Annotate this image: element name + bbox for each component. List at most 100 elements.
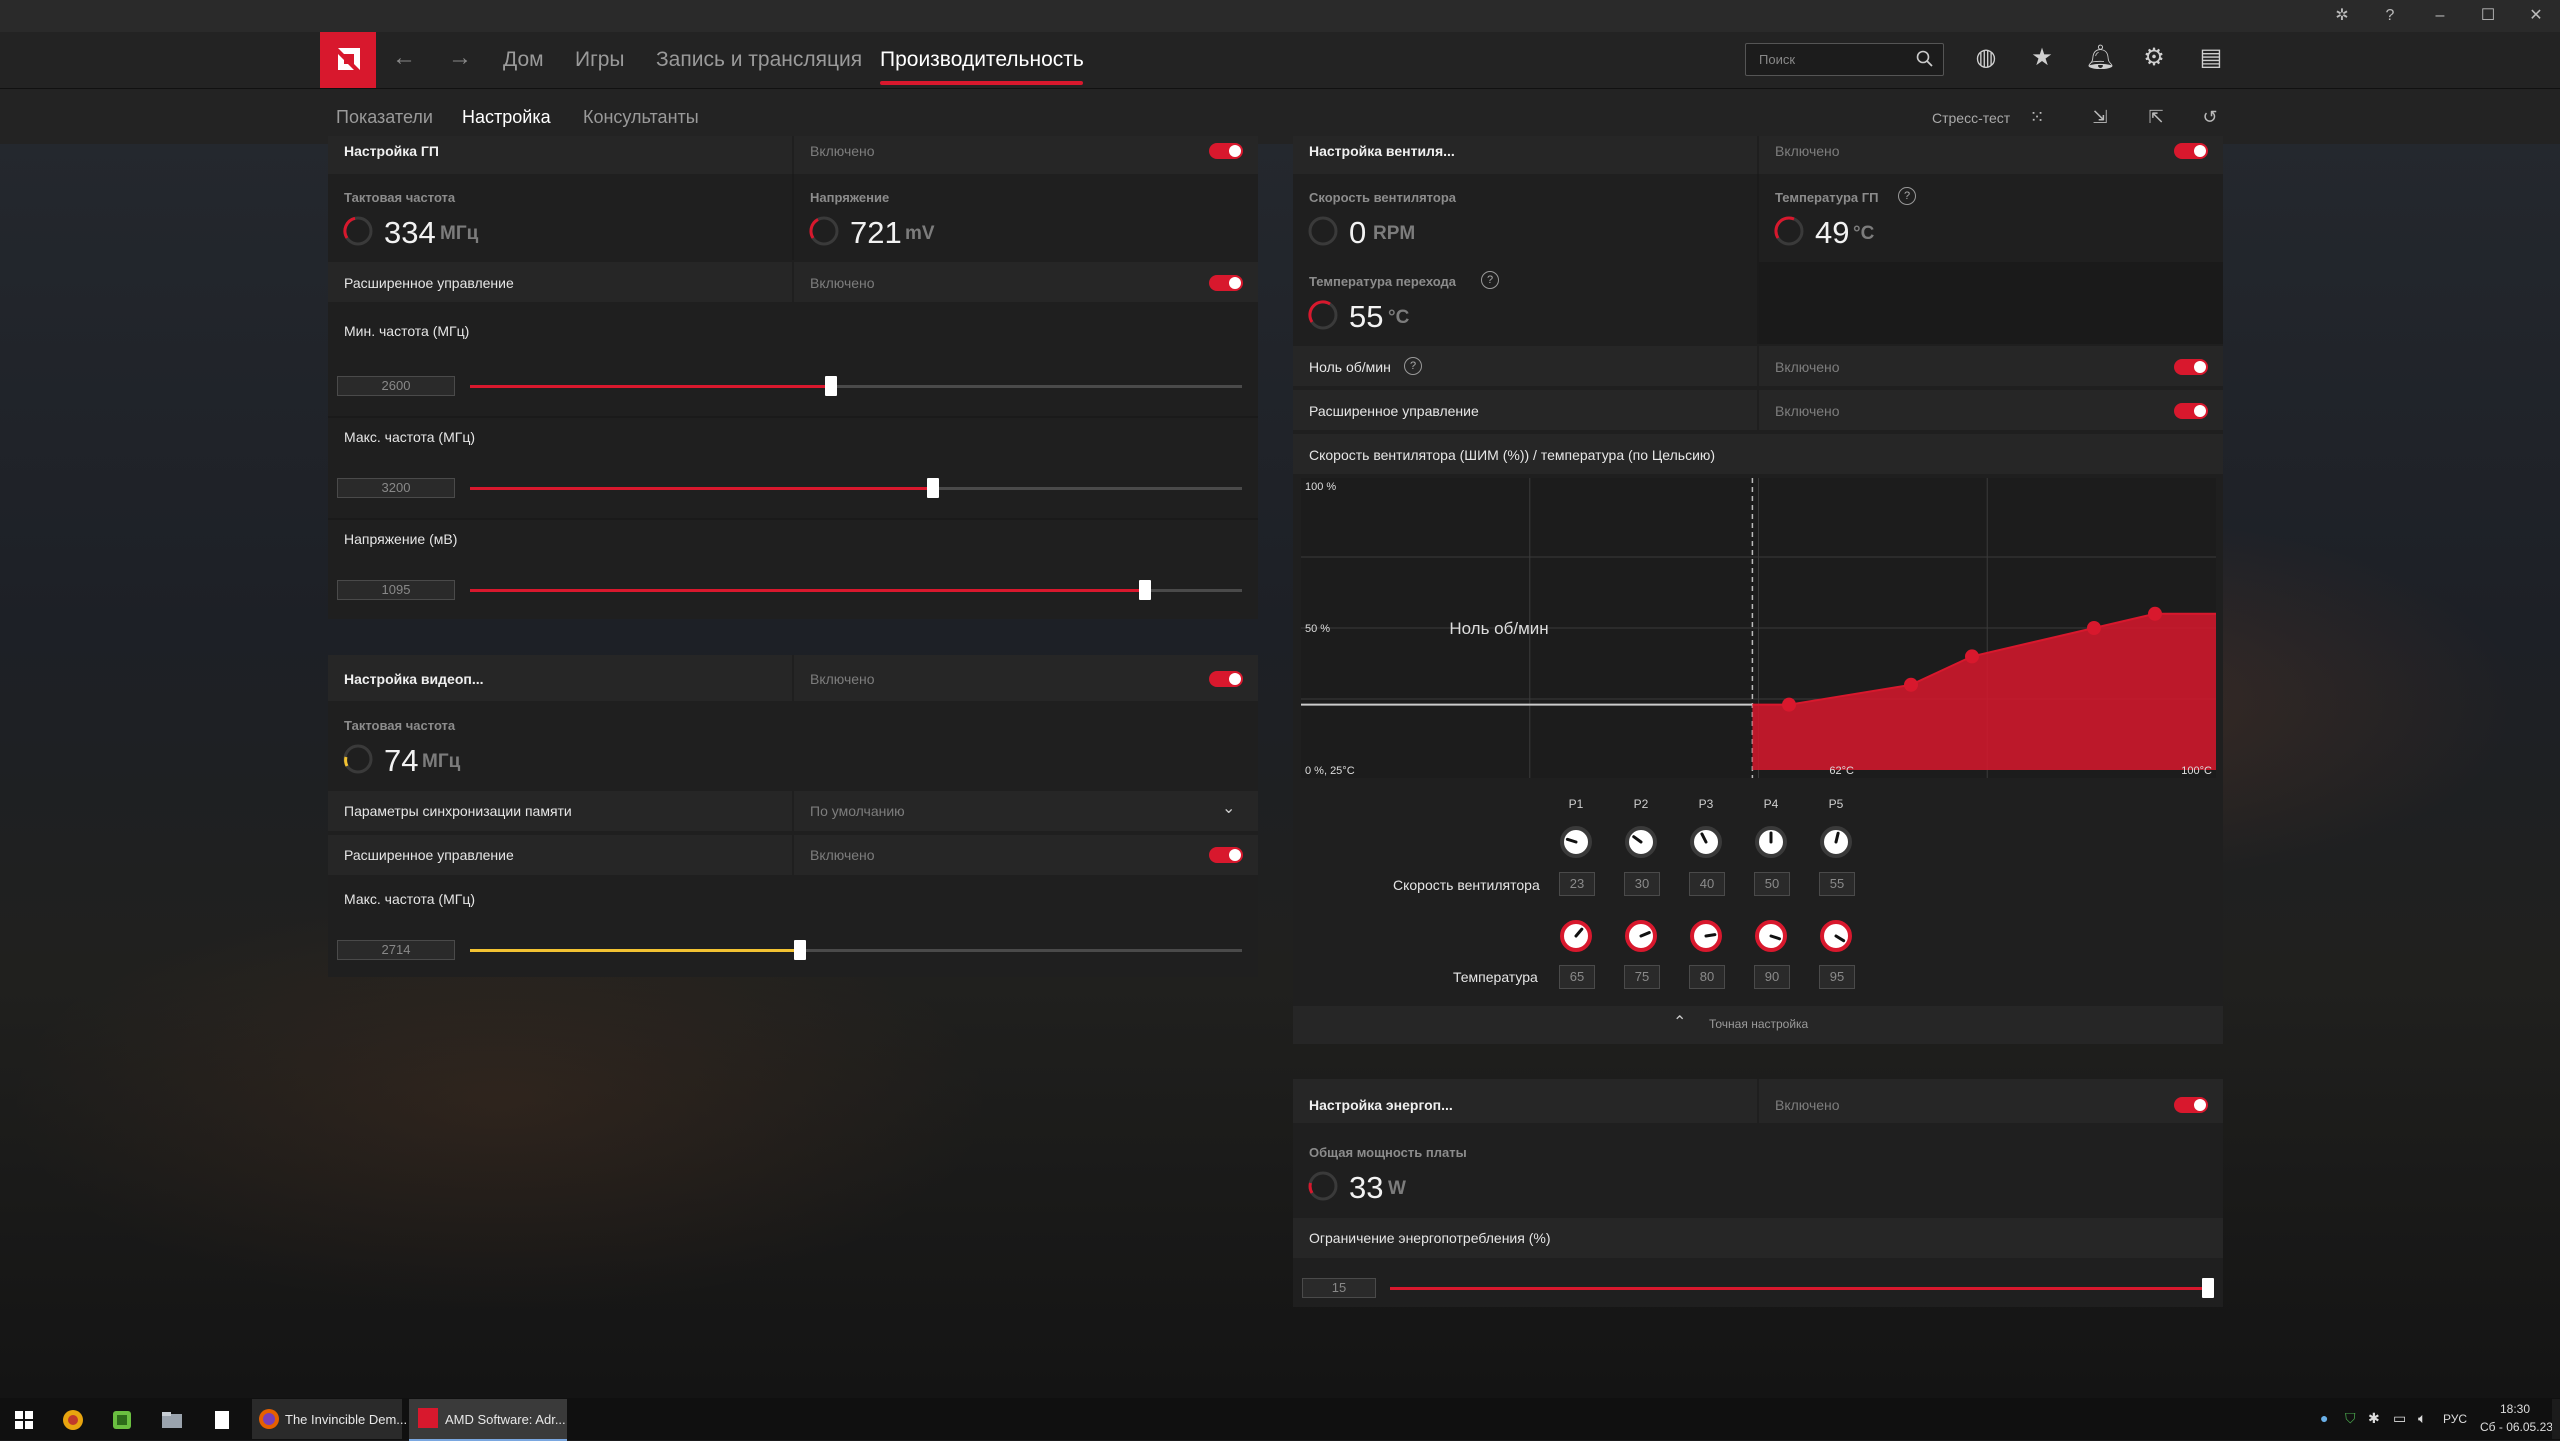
gear-icon[interactable]: ⚙ xyxy=(2143,44,2165,71)
gpu-advanced-toggle[interactable] xyxy=(1209,275,1243,291)
fan-curve-chart[interactable]: 100 % 50 % 0 %, 25°C 62°C 100°C Ноль об/мин xyxy=(1301,478,2216,778)
fan-speed-value-P1[interactable]: 23 xyxy=(1559,872,1595,896)
min-freq-slider[interactable] xyxy=(470,385,1242,388)
back-arrow-icon[interactable]: ← xyxy=(392,44,416,71)
temperature-knob-P1[interactable] xyxy=(1560,920,1592,952)
vram-max-freq-slider[interactable] xyxy=(470,949,1242,952)
fine-tune-row[interactable] xyxy=(1293,1006,2223,1044)
import-icon[interactable]: ⇲ xyxy=(2092,107,2108,127)
windows-start-icon[interactable] xyxy=(12,1408,36,1432)
temperature-knob-P2[interactable] xyxy=(1625,920,1657,952)
vram-tuning-toggle[interactable] xyxy=(1209,671,1243,687)
chevron-up-icon[interactable]: ⌃ xyxy=(1673,1014,1687,1031)
fan-speed-knob-P4[interactable] xyxy=(1755,826,1787,858)
display-tray-icon[interactable]: ▭ xyxy=(2393,1410,2407,1426)
taskbar-task-game-label: The Invincible Dem... xyxy=(285,1412,408,1427)
power-limit-input[interactable]: 15 xyxy=(1302,1278,1376,1298)
browser-app-icon[interactable] xyxy=(61,1408,85,1432)
temperature-value-P2[interactable]: 75 xyxy=(1624,965,1660,989)
clock-time[interactable]: 18:30 xyxy=(2500,1402,2531,1416)
layout-icon[interactable]: ▤ xyxy=(2199,44,2223,71)
zero-rpm-region-label: Ноль об/мин xyxy=(1449,619,1548,638)
forward-arrow-icon[interactable]: → xyxy=(448,44,472,71)
power-tuning-toggle[interactable] xyxy=(2174,1097,2208,1113)
min-freq-input[interactable]: 2600 xyxy=(337,376,455,396)
fan-speed-knob-P3[interactable] xyxy=(1690,826,1722,858)
power-tuning-title: Настройка энергоп... xyxy=(1309,1097,1453,1113)
vram-max-freq-input[interactable]: 2714 xyxy=(337,940,455,960)
help-icon[interactable]: ? xyxy=(1481,271,1499,289)
voltage-input[interactable]: 1095 xyxy=(337,580,455,600)
help-icon[interactable]: ? xyxy=(2385,7,2395,24)
gpu-tuning-toggle[interactable] xyxy=(1209,143,1243,159)
network-tray-icon[interactable]: ● xyxy=(2320,1410,2329,1426)
nav-recording[interactable]: Запись и трансляция xyxy=(656,48,863,71)
slider-thumb[interactable] xyxy=(2202,1278,2214,1298)
search-input[interactable]: Поиск xyxy=(1745,43,1944,76)
close-button[interactable]: ✕ xyxy=(2529,7,2543,24)
fan-speed-value-P2[interactable]: 30 xyxy=(1624,872,1660,896)
fan-speed-value: 0 xyxy=(1349,215,1367,250)
help-icon[interactable]: ? xyxy=(1404,357,1422,375)
export-icon[interactable]: ⇱ xyxy=(2148,107,2164,127)
maximize-button[interactable]: ☐ xyxy=(2480,7,2496,24)
star-icon[interactable]: ★ xyxy=(2031,44,2053,71)
vram-advanced-toggle[interactable] xyxy=(1209,847,1243,863)
volume-tray-icon[interactable]: 🔈︎ xyxy=(2418,1410,2427,1426)
fan-tuning-title: Настройка вентиля... xyxy=(1309,143,1455,159)
document-app-icon[interactable] xyxy=(210,1408,234,1432)
tab-tuning[interactable]: Настройка xyxy=(462,107,551,127)
help-icon[interactable]: ? xyxy=(1898,187,1916,205)
nav-performance[interactable]: Производительность xyxy=(880,48,1084,71)
globe-icon[interactable]: ◍ xyxy=(1975,44,1997,71)
fan-speed-value-P5[interactable]: 55 xyxy=(1819,872,1855,896)
fan-tuning-state-cell xyxy=(1759,136,2223,174)
fan-curve-title-row xyxy=(1293,434,2223,474)
temperature-value-P4[interactable]: 90 xyxy=(1754,965,1790,989)
stress-test-label[interactable]: Стресс-тест xyxy=(1932,110,2011,126)
nav-games[interactable]: Игры xyxy=(575,48,625,71)
fine-tune-label[interactable]: Точная настройка xyxy=(1709,1017,1809,1031)
temperature-knob-P4[interactable] xyxy=(1755,920,1787,952)
temperature-value-P3[interactable]: 80 xyxy=(1689,965,1725,989)
fan-speed-knob-P2[interactable] xyxy=(1625,826,1657,858)
fan-speed-knob-P1[interactable] xyxy=(1560,826,1592,858)
max-freq-input[interactable]: 3200 xyxy=(337,478,455,498)
slider-thumb[interactable] xyxy=(794,940,807,960)
x-tick-label: 100°C xyxy=(2181,765,2212,777)
slider-thumb[interactable] xyxy=(927,478,940,498)
reset-icon[interactable]: ↺ xyxy=(2202,107,2218,127)
language-indicator[interactable]: РУС xyxy=(2443,1412,2468,1426)
stress-test-icon[interactable]: ⁙ xyxy=(2029,107,2045,127)
temperature-value-P5[interactable]: 95 xyxy=(1819,965,1855,989)
fan-advanced-toggle[interactable] xyxy=(2174,403,2208,419)
zero-rpm-toggle[interactable] xyxy=(2174,359,2208,375)
temperature-knob-P5[interactable] xyxy=(1820,920,1852,952)
clock-date[interactable]: Сб - 06.05.23 xyxy=(2480,1420,2553,1434)
slider-thumb[interactable] xyxy=(1138,580,1151,600)
vram-tuning-title: Настройка видеоп... xyxy=(344,671,484,687)
terminal-app-icon[interactable] xyxy=(110,1408,134,1432)
y-tick-label: 50 % xyxy=(1305,623,1330,635)
chevron-down-icon[interactable]: ⌄ xyxy=(1222,800,1236,817)
fan-speed-value-P4[interactable]: 50 xyxy=(1754,872,1790,896)
tab-advisors[interactable]: Консультанты xyxy=(583,107,699,127)
amd-logo[interactable] xyxy=(320,32,376,88)
temperature-value-P1[interactable]: 65 xyxy=(1559,965,1595,989)
minimize-button[interactable]: – xyxy=(2435,7,2445,24)
tab-metrics[interactable]: Показатели xyxy=(336,107,433,127)
temperature-knob-P3[interactable] xyxy=(1690,920,1722,952)
bell-icon[interactable]: 🔔︎ xyxy=(2085,44,2116,71)
show-desktop-button[interactable] xyxy=(2552,1399,2560,1439)
memory-timing-dropdown[interactable] xyxy=(794,791,1258,831)
bluetooth-tray-icon[interactable]: ✱ xyxy=(2368,1410,2380,1426)
fan-speed-value-P3[interactable]: 40 xyxy=(1689,872,1725,896)
gpu-temp-value: 49 xyxy=(1815,215,1850,250)
fan-tuning-toggle[interactable] xyxy=(2174,143,2208,159)
bug-report-icon[interactable]: ✲ xyxy=(2335,7,2349,24)
slider-thumb[interactable] xyxy=(825,376,838,396)
nav-home[interactable]: Дом xyxy=(503,48,544,71)
security-tray-icon[interactable]: ⛉ xyxy=(2345,1410,2356,1426)
explorer-app-icon[interactable] xyxy=(160,1408,184,1432)
fan-speed-knob-P5[interactable] xyxy=(1820,826,1852,858)
